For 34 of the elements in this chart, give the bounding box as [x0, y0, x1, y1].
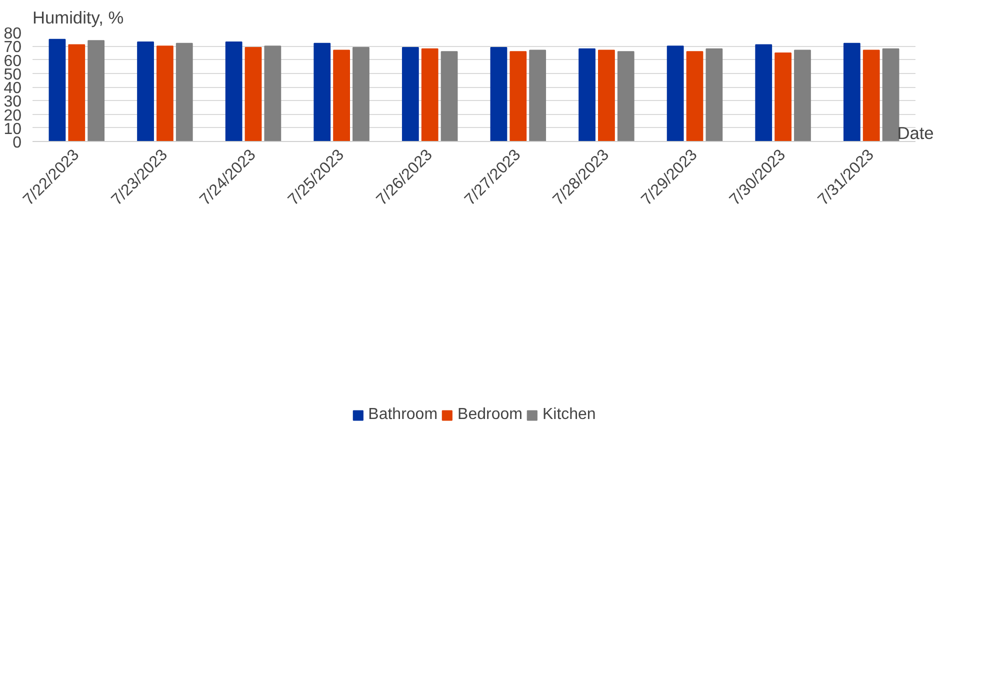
bar: [68, 44, 86, 142]
bar: [333, 50, 350, 142]
bar: [88, 40, 105, 142]
bar: [598, 50, 615, 142]
bar: [794, 50, 811, 142]
bar: [706, 48, 723, 142]
bar: [578, 48, 596, 142]
legend-label: Bedroom: [458, 406, 522, 424]
bar: [843, 42, 860, 142]
bar: [686, 51, 704, 142]
bar: [882, 48, 900, 142]
bar: [490, 46, 508, 142]
bar: [755, 44, 772, 142]
bar: [774, 52, 792, 142]
bar: [176, 42, 193, 142]
bar: [529, 50, 546, 142]
bar: [137, 42, 154, 142]
y-axis-title: Humidity, %: [32, 8, 124, 28]
bar: [264, 46, 282, 142]
bar: [48, 38, 66, 142]
bar: [421, 48, 438, 142]
bar: [862, 50, 880, 142]
bar: [617, 51, 634, 142]
bar: [225, 42, 242, 142]
bar: [510, 51, 527, 142]
bar: [352, 46, 370, 142]
bar: [314, 42, 331, 142]
bar: [156, 46, 174, 142]
bar: [666, 46, 684, 142]
bar: [244, 46, 262, 142]
legend-label: Bathroom: [368, 406, 438, 424]
bar: [440, 51, 458, 142]
bar: [402, 46, 419, 142]
legend-label: Kitchen: [542, 406, 596, 424]
